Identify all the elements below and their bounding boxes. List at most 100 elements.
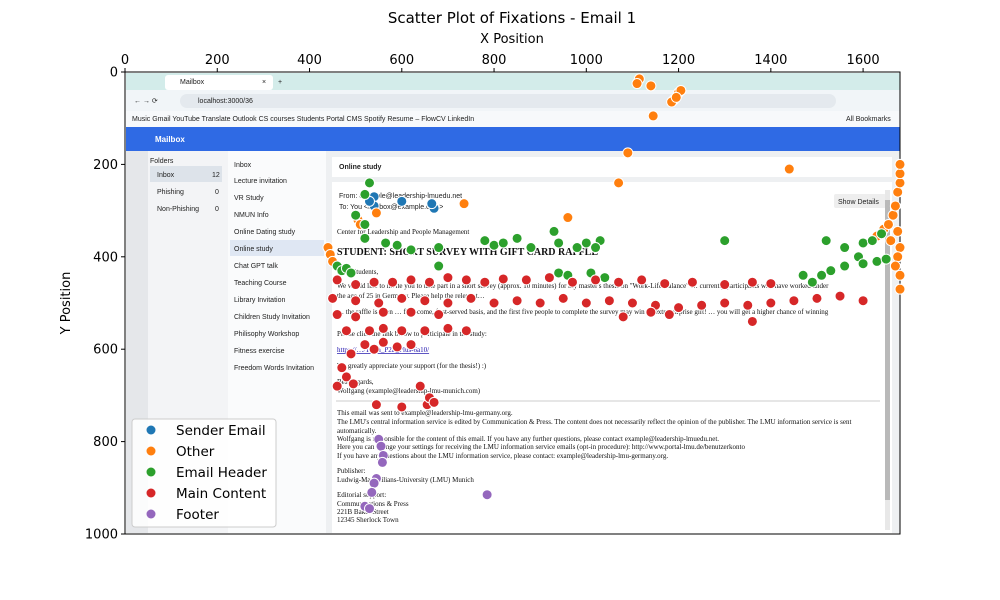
svg-text:Online study: Online study: [339, 164, 382, 171]
data-point: [580, 297, 592, 309]
x-tick-label: 0: [121, 53, 129, 68]
data-point: [894, 168, 906, 180]
data-point: [465, 292, 477, 304]
data-point: [613, 177, 625, 189]
data-point: [887, 209, 899, 221]
data-point: [894, 283, 906, 295]
svg-text:NMUN Info: NMUN Info: [234, 212, 269, 219]
x-tick-label: 1000: [570, 53, 603, 68]
data-point: [345, 267, 357, 279]
data-point: [825, 265, 837, 277]
svg-text:VR Study: VR Study: [234, 195, 264, 202]
data-point: [622, 147, 634, 159]
data-point: [617, 311, 629, 323]
svg-text:Online Dating study: Online Dating study: [234, 229, 296, 236]
svg-text:Wolfgang is responsible for th: Wolfgang is responsible for the content …: [337, 435, 719, 443]
data-point: [380, 237, 392, 249]
x-tick-label: 1600: [847, 53, 880, 68]
data-point: [359, 188, 371, 200]
svg-text:automatically.: automatically.: [337, 427, 377, 435]
data-point: [894, 177, 906, 189]
legend-marker: [146, 488, 156, 498]
svg-text:0: 0: [215, 206, 219, 213]
data-point: [405, 274, 417, 286]
data-point: [894, 158, 906, 170]
svg-text:Philisophy Workshop: Philisophy Workshop: [234, 331, 299, 338]
svg-text:Lecture invitation: Lecture invitation: [234, 178, 287, 185]
data-point: [391, 239, 403, 251]
data-point: [534, 297, 546, 309]
data-point: [857, 295, 869, 307]
svg-text:If you have any questions abou: If you have any questions about the LMU …: [337, 452, 668, 460]
svg-text:https://…/Team_P2P_Plus-6a10/: https://…/Team_P2P_Plus-6a10/: [337, 346, 429, 354]
data-point: [370, 399, 382, 411]
data-point: [765, 297, 777, 309]
data-point: [377, 336, 389, 348]
data-point: [460, 325, 472, 337]
data-point: [419, 295, 431, 307]
svg-text:Inbox: Inbox: [157, 172, 175, 179]
data-point: [479, 235, 491, 247]
data-point: [373, 297, 385, 309]
svg-text:Show Details: Show Details: [838, 199, 879, 206]
data-point: [350, 209, 362, 221]
data-point: [377, 306, 389, 318]
data-point: [816, 269, 828, 281]
data-point: [636, 274, 648, 286]
x-tick-label: 1400: [754, 53, 787, 68]
data-point: [885, 235, 897, 247]
x-tick-label: 200: [205, 53, 230, 68]
svg-text:12345 Sherlock Town: 12345 Sherlock Town: [337, 516, 399, 524]
data-point: [631, 78, 643, 90]
legend-marker: [146, 509, 156, 519]
data-point: [857, 237, 869, 249]
data-point: [363, 177, 375, 189]
data-point: [686, 276, 698, 288]
data-point: [479, 276, 491, 288]
data-point: [820, 235, 832, 247]
y-tick-label: 800: [93, 435, 118, 450]
data-point: [405, 339, 417, 351]
data-point: [603, 295, 615, 307]
data-point: [340, 325, 352, 337]
data-point: [433, 309, 445, 321]
data-point: [719, 235, 731, 247]
data-point: [880, 253, 892, 265]
data-point: [670, 91, 682, 103]
data-point: [645, 306, 657, 318]
data-point: [811, 292, 823, 304]
legend-label: Main Content: [176, 486, 266, 502]
data-point: [797, 269, 809, 281]
svg-text:Wolfgang (example@leadership-l: Wolfgang (example@leadership-lmu-munich.…: [337, 387, 481, 395]
y-tick-label: 600: [93, 343, 118, 358]
svg-text:All Bookmarks: All Bookmarks: [846, 116, 891, 123]
data-point: [336, 362, 348, 374]
data-point: [525, 242, 537, 254]
data-point: [350, 295, 362, 307]
data-point: [376, 456, 388, 468]
legend-label: Other: [176, 444, 215, 460]
data-point: [481, 489, 493, 501]
data-point: [647, 110, 659, 122]
svg-text:Non-Phishing: Non-Phishing: [157, 206, 199, 213]
data-point: [391, 341, 403, 353]
data-point: [742, 299, 754, 311]
x-axis-label: X Position: [480, 32, 544, 47]
data-point: [659, 278, 671, 290]
legend-marker: [146, 467, 156, 477]
background-screenshot: Mailbox × + localhost:3000/36 ← → ⟳ Musi…: [126, 73, 900, 533]
data-point: [889, 260, 901, 272]
svg-text:Online study: Online study: [234, 246, 273, 253]
data-point: [645, 80, 657, 92]
svg-text:Inbox: Inbox: [234, 162, 252, 169]
data-point: [405, 244, 417, 256]
data-point: [331, 309, 343, 321]
data-point: [426, 198, 438, 210]
data-point: [350, 279, 362, 291]
data-point: [548, 225, 560, 237]
svg-text:Music Gmail YouTube Transla: Music Gmail YouTube Translate Outlook CS…: [132, 116, 474, 123]
data-point: [765, 278, 777, 290]
y-tick-label: 400: [93, 250, 118, 265]
data-point: [363, 503, 375, 515]
